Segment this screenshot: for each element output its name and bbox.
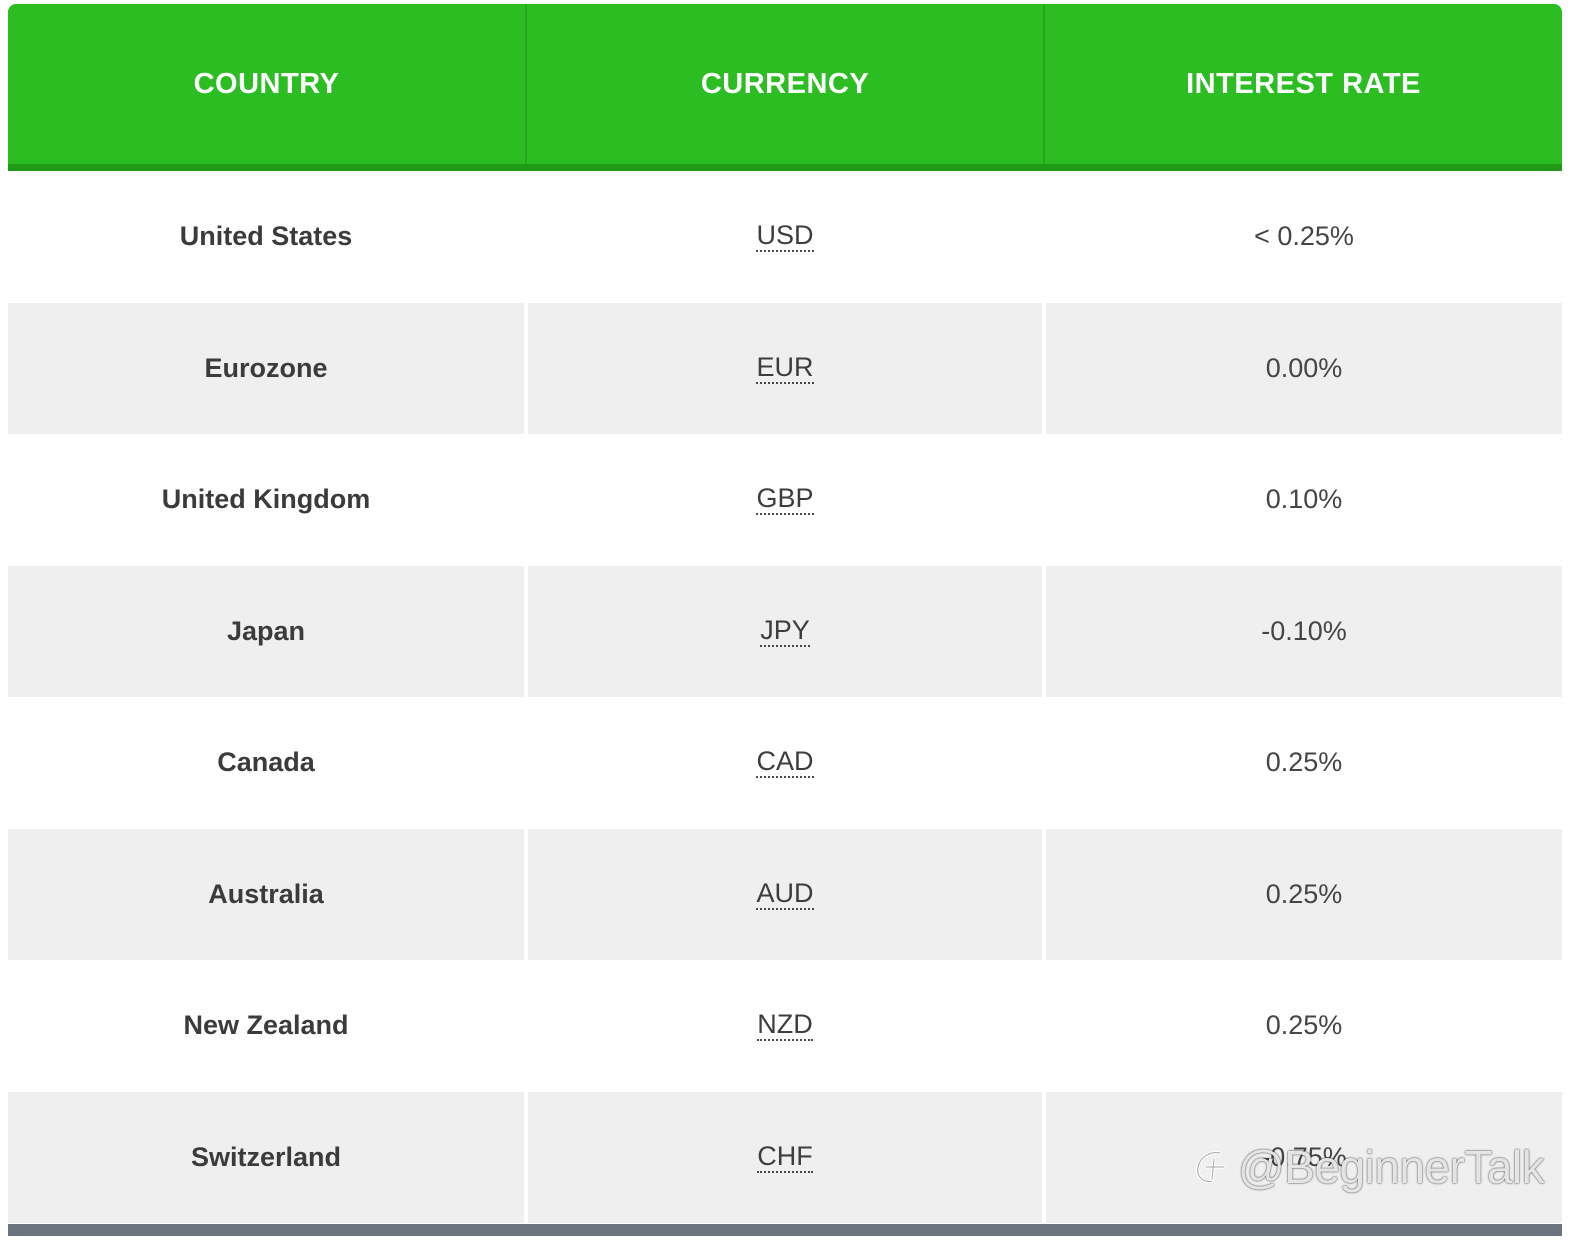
country-cell: Australia [8, 828, 524, 960]
table-row: Eurozone EUR 0.00% [8, 302, 1562, 434]
currency-code-abbr[interactable]: GBP [756, 484, 814, 516]
rate-cell: 0.00% [1046, 302, 1562, 434]
currency-code-abbr[interactable]: NZD [757, 1010, 813, 1042]
country-name: Australia [208, 878, 324, 909]
currency-cell: CHF [528, 1091, 1042, 1223]
table-row: Switzerland CHF -0.75% [8, 1091, 1562, 1223]
country-name: Japan [226, 615, 306, 646]
country-cell: United Kingdom [8, 434, 524, 566]
table-header-row: COUNTRY CURRENCY INTEREST RATE [8, 4, 1562, 164]
currency-code-abbr[interactable]: USD [756, 221, 814, 253]
country-cell: Canada [8, 697, 524, 829]
interest-rate-table: COUNTRY CURRENCY INTEREST RATE United St… [8, 4, 1562, 1236]
table-row: New Zealand NZD 0.25% [8, 960, 1562, 1092]
currency-code-abbr[interactable]: JPY [760, 615, 810, 647]
weibo-logo-icon [1195, 1150, 1226, 1184]
header-interest-rate: INTEREST RATE [1186, 67, 1421, 100]
watermark-text: @BeginnerTalk [1238, 1141, 1545, 1193]
interest-rate-value: 0.25% [1265, 1010, 1343, 1041]
rate-cell: 0.25% [1046, 697, 1562, 829]
country-cell: Switzerland [8, 1091, 524, 1223]
interest-rate-value: -0.10% [1261, 615, 1347, 646]
currency-cell: EUR [528, 302, 1042, 434]
interest-rate-value: -0.75% [1261, 1141, 1347, 1172]
currency-cell: JPY [528, 565, 1042, 697]
interest-rate-value: 0.10% [1265, 484, 1343, 515]
header-currency: CURRENCY [527, 4, 1045, 164]
country-cell: Japan [8, 565, 524, 697]
country-name: United States [179, 221, 353, 252]
watermark: @BeginnerTalk [1190, 1140, 1545, 1194]
country-cell: Eurozone [8, 302, 524, 434]
table-body: United States USD < 0.25% Eurozone EUR 0… [8, 171, 1562, 1223]
rate-cell: 0.25% [1046, 828, 1562, 960]
currency-code-abbr[interactable]: CAD [756, 747, 814, 779]
table-footer-bar [8, 1224, 1562, 1236]
currency-cell: NZD [528, 960, 1042, 1092]
table-row: Canada CAD 0.25% [8, 697, 1562, 829]
country-name: Canada [217, 747, 315, 778]
rate-cell: -0.75% [1046, 1091, 1562, 1223]
country-name: United Kingdom [161, 484, 371, 515]
interest-rate-value: 0.25% [1265, 747, 1343, 778]
interest-rate-value: 0.25% [1265, 878, 1343, 909]
currency-code-abbr[interactable]: EUR [756, 352, 814, 384]
currency-cell: AUD [528, 828, 1042, 960]
header-underline [8, 164, 1562, 171]
currency-code-abbr[interactable]: AUD [756, 878, 814, 910]
country-name: New Zealand [183, 1010, 349, 1041]
rate-cell: 0.25% [1046, 960, 1562, 1092]
country-name: Eurozone [204, 352, 328, 383]
country-name: Switzerland [190, 1141, 342, 1172]
table-row: Australia AUD 0.25% [8, 828, 1562, 960]
rate-cell: < 0.25% [1046, 171, 1562, 303]
currency-cell: CAD [528, 697, 1042, 829]
currency-cell: GBP [528, 434, 1042, 566]
country-cell: New Zealand [8, 960, 524, 1092]
rate-cell: 0.10% [1046, 434, 1562, 566]
interest-rate-value: 0.00% [1265, 352, 1343, 383]
country-cell: United States [8, 171, 524, 303]
table-row: United States USD < 0.25% [8, 171, 1562, 303]
currency-cell: USD [528, 171, 1042, 303]
table-row: United Kingdom GBP 0.10% [8, 434, 1562, 566]
interest-rate-value: < 0.25% [1254, 221, 1354, 252]
rate-cell: -0.10% [1046, 565, 1562, 697]
table-row: Japan JPY -0.10% [8, 565, 1562, 697]
header-country: COUNTRY [8, 4, 527, 164]
currency-code-abbr[interactable]: CHF [757, 1141, 813, 1173]
